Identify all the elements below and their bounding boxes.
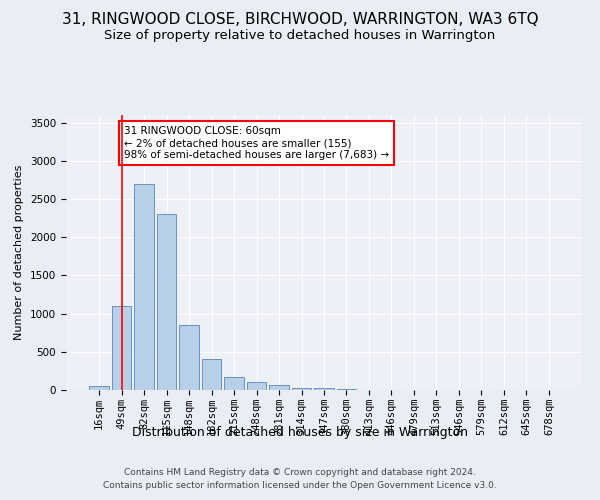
Text: Distribution of detached houses by size in Warrington: Distribution of detached houses by size … [132, 426, 468, 439]
Bar [337, 389, 356, 390]
Bar [247, 382, 266, 390]
Bar [269, 385, 289, 390]
Text: Contains HM Land Registry data © Crown copyright and database right 2024.: Contains HM Land Registry data © Crown c… [124, 468, 476, 477]
Bar [112, 306, 131, 390]
Bar [202, 358, 221, 390]
Bar [134, 184, 154, 390]
Text: 31 RINGWOOD CLOSE: 60sqm
← 2% of detached houses are smaller (155)
98% of semi-d: 31 RINGWOOD CLOSE: 60sqm ← 2% of detache… [124, 126, 389, 160]
Y-axis label: Number of detached properties: Number of detached properties [14, 165, 25, 340]
Bar [224, 377, 244, 390]
Text: Contains public sector information licensed under the Open Government Licence v3: Contains public sector information licen… [103, 480, 497, 490]
Bar [179, 325, 199, 390]
Bar [314, 388, 334, 390]
Text: Size of property relative to detached houses in Warrington: Size of property relative to detached ho… [104, 29, 496, 42]
Bar [157, 214, 176, 390]
Bar [292, 388, 311, 390]
Bar [89, 386, 109, 390]
Text: 31, RINGWOOD CLOSE, BIRCHWOOD, WARRINGTON, WA3 6TQ: 31, RINGWOOD CLOSE, BIRCHWOOD, WARRINGTO… [62, 12, 538, 28]
